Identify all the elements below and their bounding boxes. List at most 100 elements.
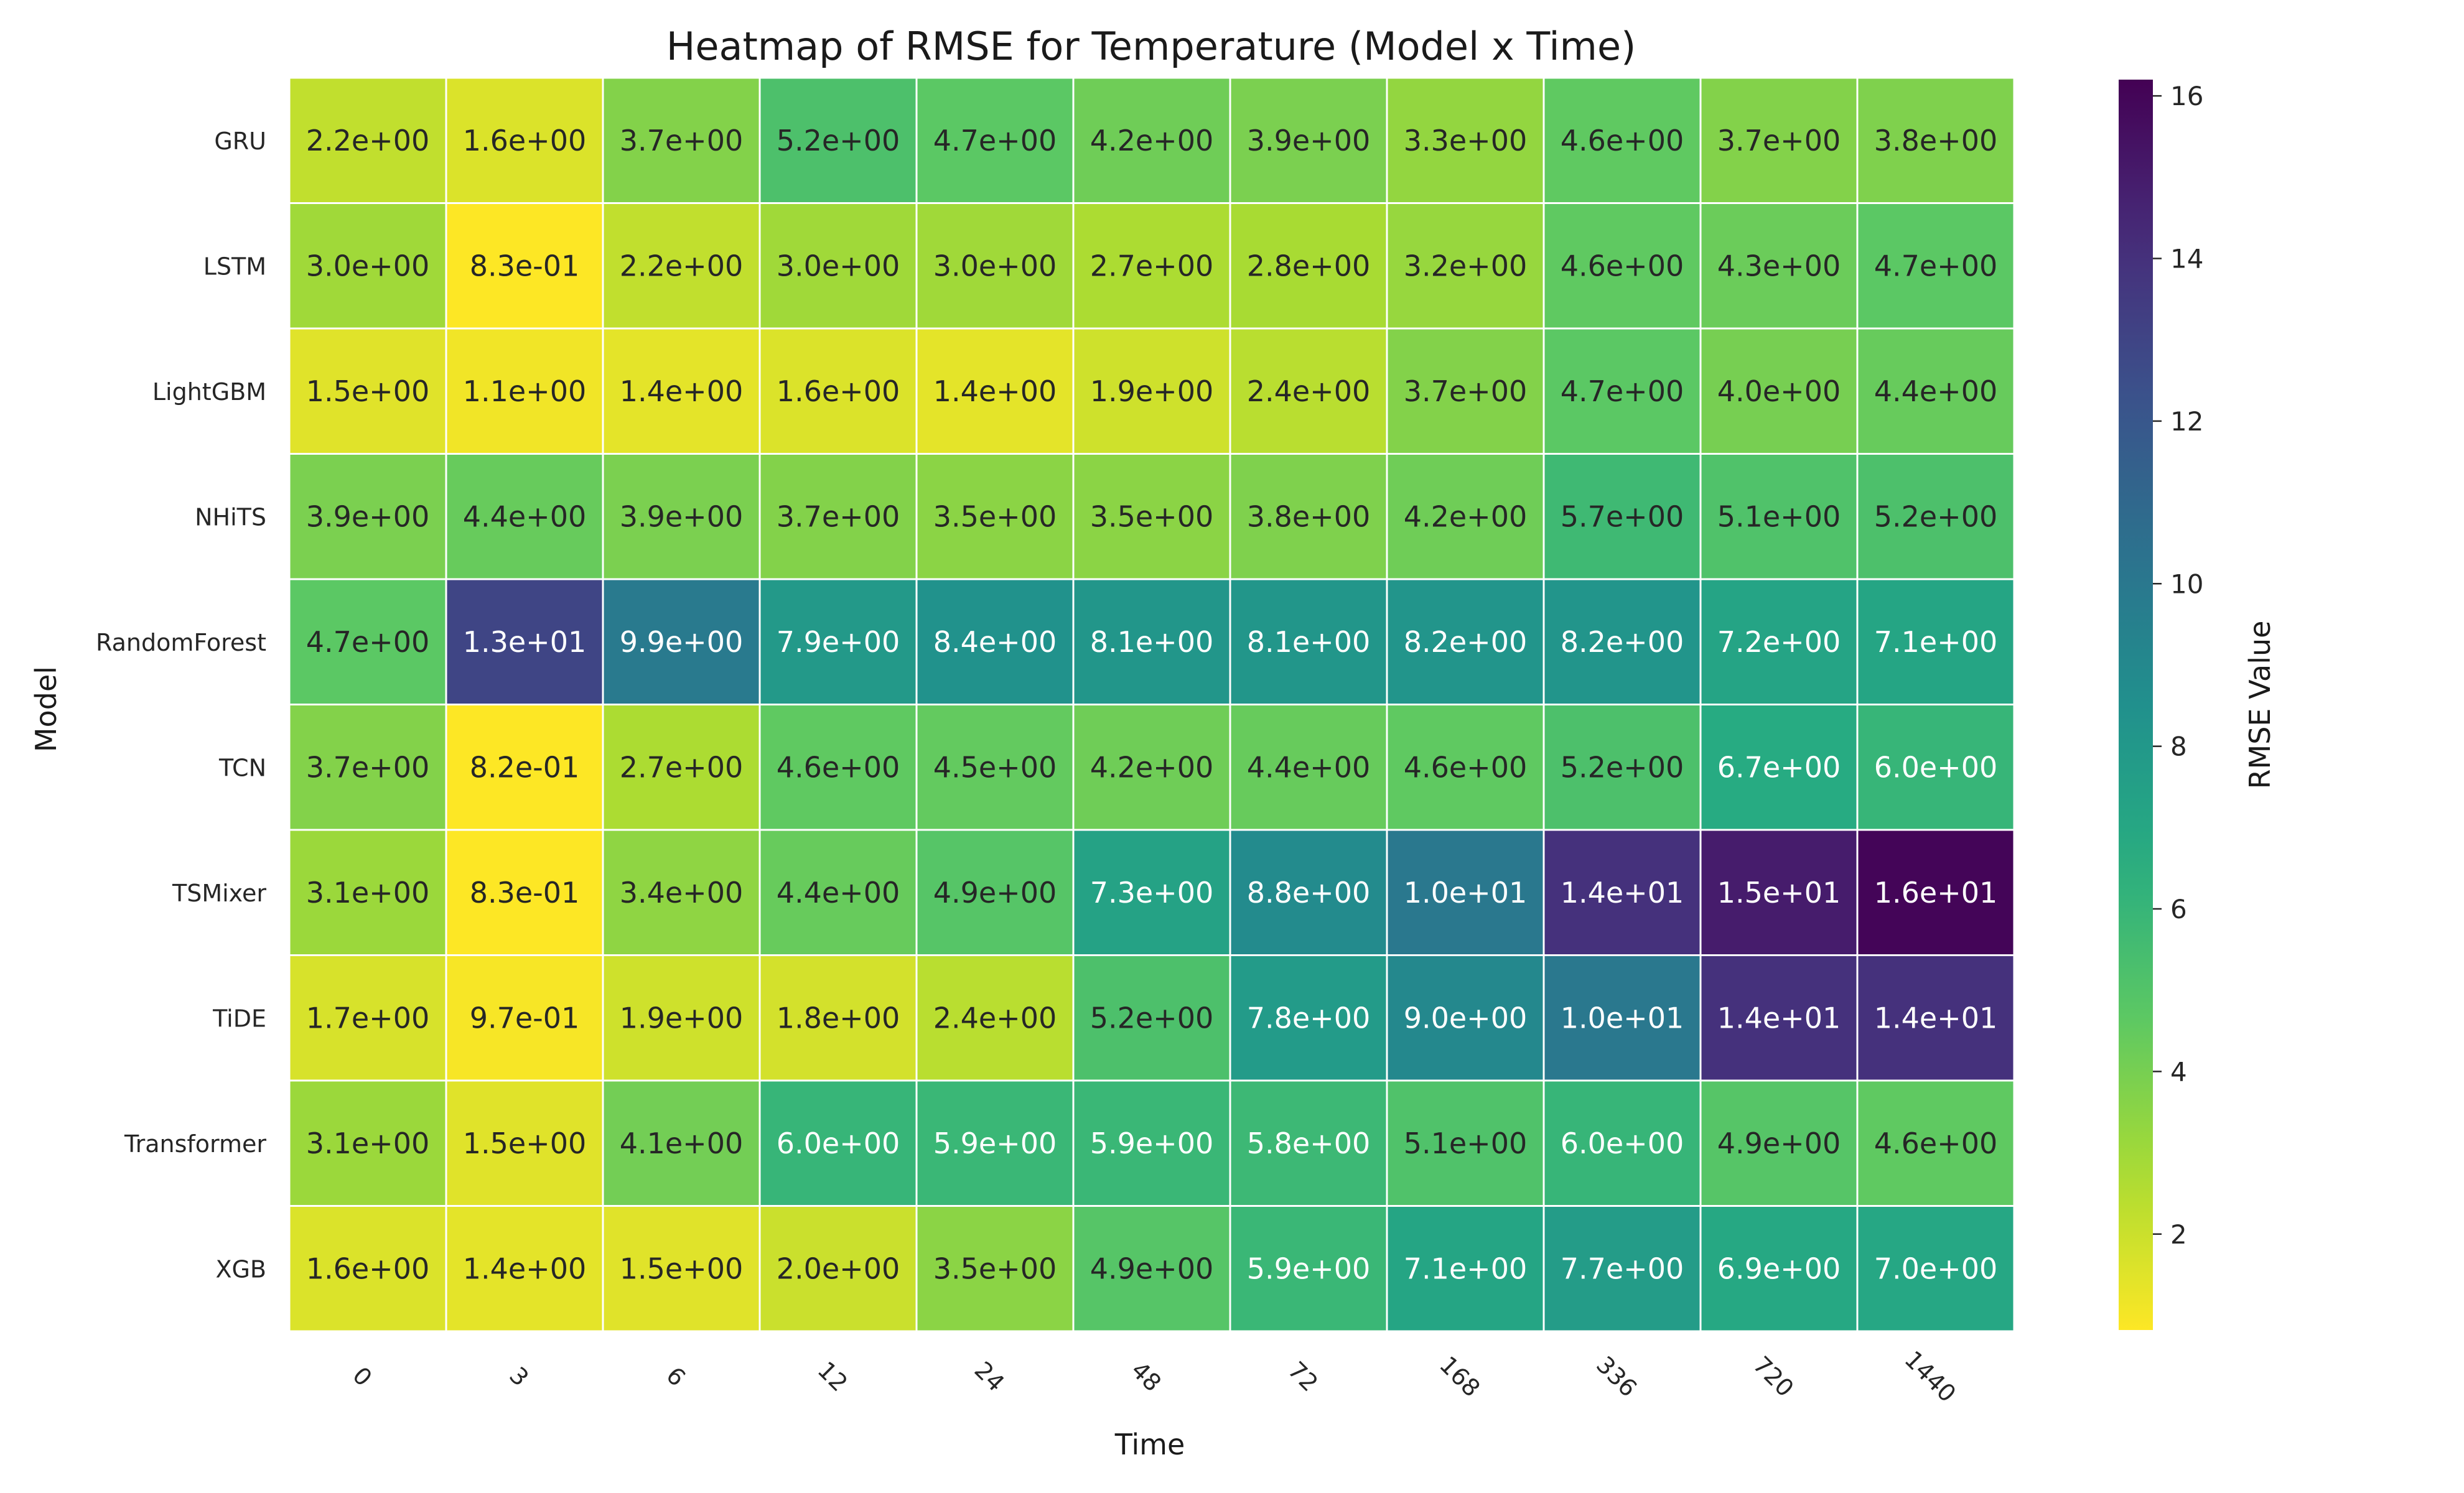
heatmap-cell [1229,327,1388,455]
x-tick-label: 48 [1126,1356,1167,1397]
heatmap-cell [1072,1205,1231,1333]
cell-value-label: 3.7e+00 [1717,124,1841,157]
y-tick-label: GRU [214,128,266,155]
heatmap-cell [1699,829,1859,956]
heatmap-cell [1542,1079,1702,1207]
heatmap-cell [758,829,918,956]
heatmap-cell [1542,704,1702,831]
heatmap-cell [1386,77,1545,204]
x-axis-label: Time [1114,1428,1185,1461]
cell-value-label: 4.4e+00 [1874,374,1998,408]
heatmap-cell [1072,327,1231,455]
heatmap-cell [1699,202,1859,330]
heatmap-cell [1386,829,1545,956]
heatmap-cell [1542,829,1702,956]
cell-value-label: 7.9e+00 [777,625,900,659]
colorbar-tick-label: 6 [2170,894,2187,924]
cell-value-label: 3.0e+00 [306,249,430,282]
cell-value-label: 5.9e+00 [1090,1127,1214,1160]
heatmap-cell [1542,578,1702,705]
cell-value-label: 3.1e+00 [306,1127,430,1160]
cell-value-label: 4.9e+00 [933,876,1057,909]
x-tick-label: 72 [1283,1356,1323,1397]
heatmap-cell [288,327,447,455]
x-tick-label: 3 [504,1362,534,1392]
cell-value-label: 5.9e+00 [1247,1252,1371,1285]
cell-value-label: 1.6e+00 [463,124,587,157]
heatmap-cell [1386,1079,1545,1207]
cell-value-label: 5.1e+00 [1404,1127,1528,1160]
cell-value-label: 1.4e+01 [1874,1001,1998,1035]
heatmap-cell [758,453,918,580]
heatmap-cell [602,202,761,330]
cell-value-label: 4.6e+00 [1404,750,1528,784]
cell-value-label: 3.2e+00 [1404,249,1528,282]
cell-value-label: 7.3e+00 [1090,876,1214,909]
heatmap-cell [1856,578,2015,705]
heatmap-cell [1699,1205,1859,1333]
heatmap-cell [602,327,761,455]
heatmap-cell [445,578,604,705]
cell-value-label: 3.8e+00 [1874,124,1998,157]
cell-value-label: 1.5e+00 [306,374,430,408]
y-tick-label: Transformer [124,1130,266,1158]
heatmap-cell [602,1205,761,1333]
x-tick-label: 0 [347,1362,377,1392]
cell-value-label: 1.6e+00 [777,374,900,408]
cell-value-label: 3.9e+00 [1247,124,1371,157]
cell-value-label: 4.7e+00 [933,124,1057,157]
x-tick-label: 168 [1434,1351,1485,1402]
cell-value-label: 4.7e+00 [1561,374,1684,408]
cell-value-label: 8.1e+00 [1247,625,1371,659]
cell-value-label: 1.8e+00 [777,1001,900,1035]
y-tick-label: TSMixer [172,880,266,907]
cell-value-label: 3.0e+00 [777,249,900,282]
colorbar-ticks: 2 4 6 8 10 12 14 16 [2153,81,2203,1250]
cell-value-label: 1.3e+01 [463,625,587,659]
heatmap-cell [915,1205,1075,1333]
cell-value-label: 4.6e+00 [1874,1127,1998,1160]
y-tick-label: RandomForest [96,629,266,656]
cell-value-label: 8.2e+00 [1561,625,1684,659]
colorbar-tick-label: 16 [2170,81,2203,111]
heatmap-cell [758,704,918,831]
cell-value-label: 1.4e+01 [1717,1001,1841,1035]
cell-value-label: 1.5e+00 [620,1252,744,1285]
heatmap-cell [1856,453,2015,580]
heatmap-cell [1699,578,1859,705]
cell-value-label: 3.4e+00 [620,876,744,909]
cell-value-label: 8.4e+00 [933,625,1057,659]
y-tick-label: XGB [215,1255,266,1283]
cell-value-label: 3.8e+00 [1247,500,1371,533]
cell-value-label: 7.1e+00 [1404,1252,1528,1285]
cell-value-label: 7.7e+00 [1561,1252,1684,1285]
cell-value-label: 5.1e+00 [1717,500,1841,533]
y-tick-label: TCN [218,754,266,781]
heatmap-cell [1542,202,1702,330]
heatmap-cell [1229,1079,1388,1207]
cell-value-label: 1.0e+01 [1404,876,1528,909]
colorbar-tick-label: 4 [2170,1056,2187,1087]
colorbar [2119,80,2153,1330]
cell-value-label: 1.5e+01 [1717,876,1841,909]
y-tick-labels: GRU LSTM LightGBM NHiTS RandomForest TCN TSMix… [96,128,266,1283]
x-tick-label: 720 [1748,1351,1799,1402]
heatmap-cell [288,1205,447,1333]
x-tick-label: 24 [969,1356,1010,1397]
heatmap-cell [1229,578,1388,705]
cell-value-label: 1.4e+00 [620,374,744,408]
heatmap-cell [915,202,1075,330]
cell-value-label: 1.9e+00 [620,1001,744,1035]
heatmap-cell [915,77,1075,204]
cell-value-label: 7.8e+00 [1247,1001,1371,1035]
x-tick-label: 12 [813,1356,853,1397]
cell-value-label: 2.2e+00 [306,124,430,157]
y-tick-label: NHiTS [195,503,266,531]
colorbar-tick-label: 8 [2170,732,2187,762]
cell-value-label: 4.6e+00 [1561,124,1684,157]
cell-value-label: 4.4e+00 [777,876,900,909]
x-tick-label: 6 [661,1362,691,1392]
cell-value-label: 5.2e+00 [777,124,900,157]
cell-value-label: 1.6e+01 [1874,876,1998,909]
heatmap-cell [288,829,447,956]
